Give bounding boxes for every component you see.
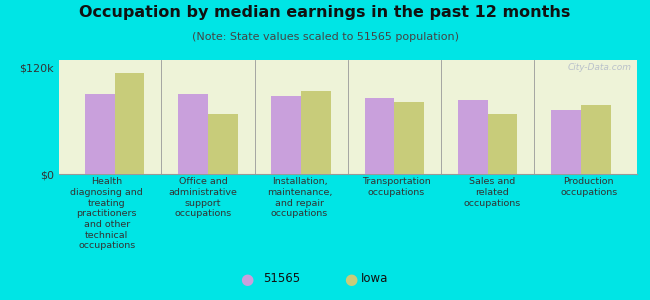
Bar: [114, 74, 144, 174]
Bar: [488, 114, 517, 174]
Text: ●: ●: [240, 272, 254, 286]
Text: City-Data.com: City-Data.com: [567, 63, 631, 72]
Text: Installation,
maintenance,
and repair
occupations: Installation, maintenance, and repair oc…: [267, 177, 332, 218]
Bar: [84, 94, 114, 174]
Text: Production
occupations: Production occupations: [560, 177, 617, 197]
Text: 51565: 51565: [263, 272, 300, 286]
Bar: [581, 104, 611, 174]
Text: ●: ●: [344, 272, 358, 286]
Text: Sales and
related
occupations: Sales and related occupations: [463, 177, 521, 208]
Bar: [301, 91, 331, 174]
Text: (Note: State values scaled to 51565 population): (Note: State values scaled to 51565 popu…: [192, 32, 458, 41]
Text: Health
diagnosing and
treating
practitioners
and other
technical
occupations: Health diagnosing and treating practitio…: [70, 177, 143, 250]
Bar: [458, 100, 488, 174]
Bar: [271, 96, 301, 174]
Text: Transportation
occupations: Transportation occupations: [361, 177, 430, 197]
Text: Occupation by median earnings in the past 12 months: Occupation by median earnings in the pas…: [79, 4, 571, 20]
Bar: [208, 114, 238, 174]
Bar: [365, 98, 395, 174]
Text: Iowa: Iowa: [361, 272, 388, 286]
Bar: [551, 110, 581, 174]
Bar: [395, 102, 424, 174]
Bar: [178, 94, 208, 174]
Text: Office and
administrative
support
occupations: Office and administrative support occupa…: [169, 177, 237, 218]
